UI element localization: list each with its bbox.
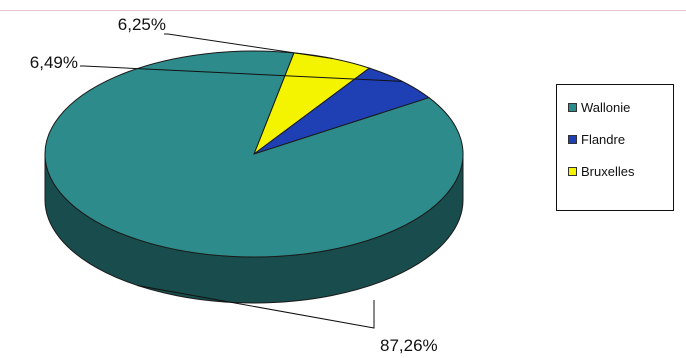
legend-swatch-bruxelles <box>568 166 577 176</box>
data-label-bruxelles: 6,25% <box>118 15 166 34</box>
legend-item-bruxelles: Bruxelles <box>568 159 673 183</box>
data-label-wallonie: 87,26% <box>380 336 438 355</box>
leader-lines <box>80 33 403 329</box>
legend-item-wallonie: Wallonie <box>568 95 673 119</box>
leader-line-wallonie <box>137 284 375 329</box>
legend-swatch-flandre <box>568 134 577 144</box>
pie-slice-wallonie <box>44 50 464 258</box>
data-labels: 6,25% 6,49% 87,26% <box>30 15 438 355</box>
legend-label-bruxelles: Bruxelles <box>581 163 635 179</box>
legend-label-flandre: Flandre <box>581 131 626 147</box>
pie-top-layer <box>44 50 464 258</box>
legend: Wallonie Flandre Bruxelles <box>556 84 674 211</box>
legend-swatch-wallonie <box>568 102 577 112</box>
legend-item-flandre: Flandre <box>568 127 673 151</box>
legend-label-wallonie: Wallonie <box>581 99 631 115</box>
top-divider <box>0 10 686 11</box>
leader-line-flandre <box>80 65 403 82</box>
leader-line-bruxelles <box>164 33 334 60</box>
data-label-flandre: 6,49% <box>30 53 78 72</box>
